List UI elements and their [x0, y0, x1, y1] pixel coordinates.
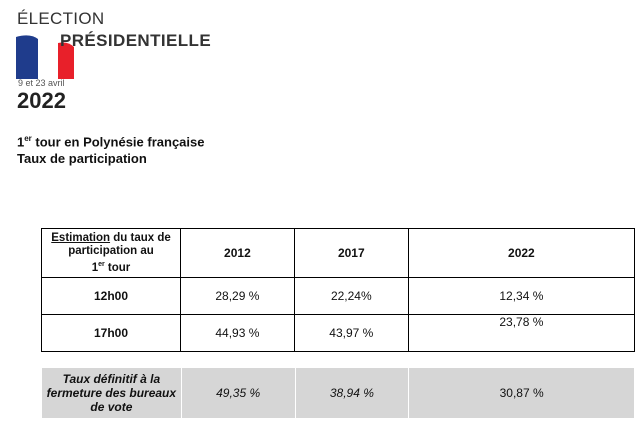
cell-12h00-2022: 12,34 %	[407, 277, 635, 315]
table-row: 12h00 28,29 % 22,24% 12,34 %	[41, 277, 635, 315]
year-header-2017: 2017	[293, 228, 409, 278]
cell-17h00-2012: 44,93 %	[180, 314, 295, 352]
french-flag-logo	[16, 35, 74, 79]
final-participation-table: Taux définitif à la fermeture des bureau…	[41, 368, 635, 418]
cell-12h00-2017: 22,24%	[293, 277, 409, 315]
participation-table: Estimation du taux de participation au 1…	[41, 228, 635, 352]
logo-title-election: ÉLECTION	[17, 9, 105, 28]
cell-17h00-2017: 43,97 %	[293, 314, 409, 352]
cell-17h00-2022: 23,78 %	[407, 314, 635, 352]
table-header-row: Estimation du taux de participation au 1…	[41, 228, 635, 278]
final-2012: 49,35 %	[181, 368, 295, 418]
table-row: Taux définitif à la fermeture des bureau…	[42, 368, 634, 418]
row-label-12h00: 12h00	[41, 277, 181, 315]
logo-title-presidentielle: PRÉSIDENTIELLE	[60, 31, 212, 50]
final-2017: 38,94 %	[295, 368, 409, 418]
final-label: Taux définitif à la fermeture des bureau…	[42, 368, 181, 418]
final-2022: 30,87 %	[409, 368, 634, 418]
heading-line-1: 1er tour en Polynésie française	[17, 134, 205, 150]
row-label-17h00: 17h00	[41, 314, 181, 352]
year-header-2012: 2012	[180, 228, 295, 278]
page-heading: 1er tour en Polynésie française Taux de …	[17, 130, 204, 167]
year-header-2022: 2022	[407, 228, 635, 278]
table-row: 17h00 44,93 % 43,97 % 23,78 %	[41, 314, 635, 352]
logo-year: 2022	[17, 88, 66, 113]
cell-12h00-2012: 28,29 %	[180, 277, 295, 315]
table-corner-header: Estimation du taux de participation au 1…	[41, 228, 181, 278]
heading-line-2: Taux de participation	[17, 151, 147, 167]
logo-dates: 9 et 23 avril	[18, 78, 65, 88]
